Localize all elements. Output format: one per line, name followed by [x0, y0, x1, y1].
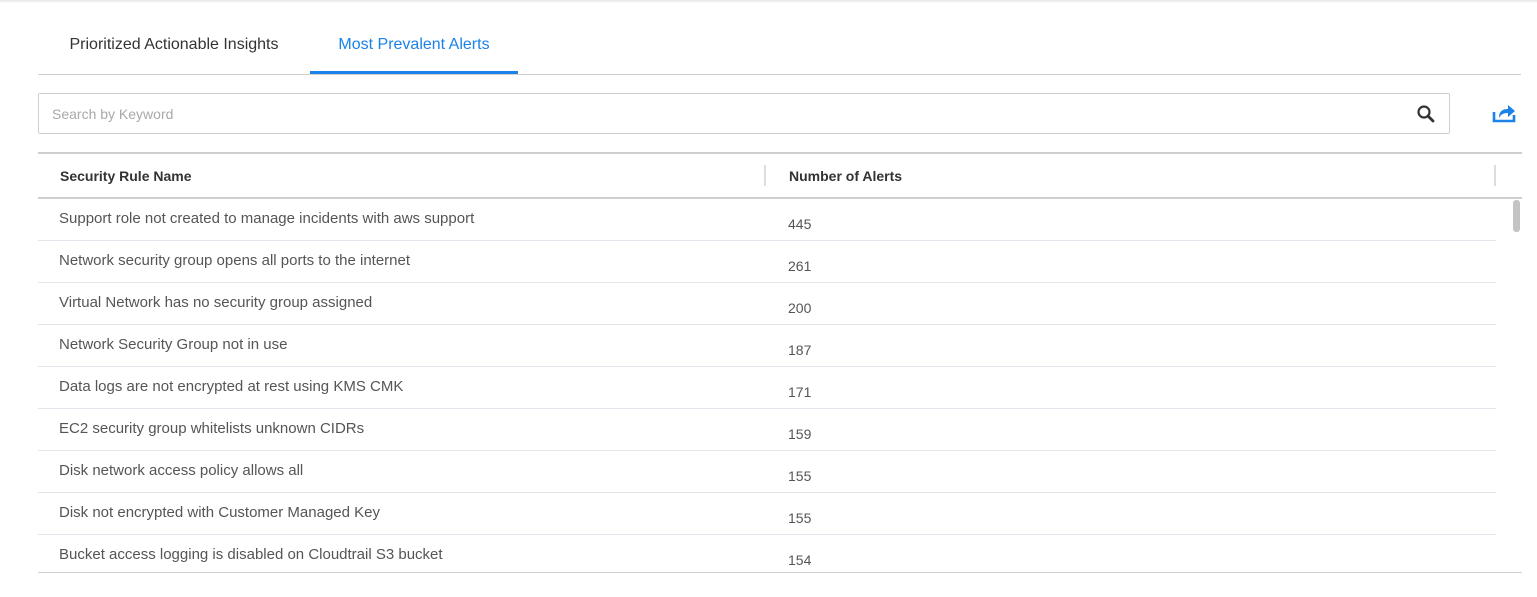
- rule-name-cell: Virtual Network has no security group as…: [59, 294, 373, 311]
- alert-count-cell: 154: [788, 552, 812, 568]
- alerts-table: Security Rule Name Number of Alerts Supp…: [38, 152, 1522, 573]
- rule-name-cell: Data logs are not encrypted at rest usin…: [59, 378, 404, 395]
- table-row[interactable]: Data logs are not encrypted at rest usin…: [38, 367, 1496, 409]
- table-row[interactable]: Virtual Network has no security group as…: [38, 283, 1496, 325]
- table-body: Support role not created to manage incid…: [38, 199, 1522, 572]
- search-box: [38, 93, 1450, 134]
- tab-prioritized-actionable-insights[interactable]: Prioritized Actionable Insights: [69, 36, 279, 53]
- table-row[interactable]: Bucket access logging is disabled on Clo…: [38, 535, 1496, 572]
- table-row[interactable]: Support role not created to manage incid…: [38, 199, 1496, 241]
- tab-bar: Prioritized Actionable Insights Most Pre…: [38, 24, 1521, 75]
- table-row[interactable]: Disk not encrypted with Customer Managed…: [38, 493, 1496, 535]
- table-row[interactable]: Network Security Group not in use 187: [38, 325, 1496, 367]
- tab-most-prevalent-alerts[interactable]: Most Prevalent Alerts: [310, 24, 518, 74]
- table-row[interactable]: Disk network access policy allows all 155: [38, 451, 1496, 493]
- table-row[interactable]: EC2 security group whitelists unknown CI…: [38, 409, 1496, 451]
- alert-count-cell: 187: [788, 342, 812, 358]
- rule-name-cell: Bucket access logging is disabled on Clo…: [59, 546, 443, 563]
- rule-name-cell: EC2 security group whitelists unknown CI…: [59, 420, 365, 437]
- search-icon[interactable]: [1415, 103, 1437, 125]
- rule-name-cell: Network Security Group not in use: [59, 336, 288, 353]
- alert-count-cell: 261: [788, 258, 812, 274]
- alert-count-cell: 155: [788, 510, 812, 526]
- alert-count-cell: 200: [788, 300, 812, 316]
- column-resize-handle[interactable]: [1494, 165, 1496, 186]
- rule-name-cell: Disk not encrypted with Customer Managed…: [59, 504, 380, 521]
- alert-count-cell: 445: [788, 216, 812, 232]
- rule-name-cell: Network security group opens all ports t…: [59, 252, 411, 269]
- table-header: Security Rule Name Number of Alerts: [38, 154, 1522, 199]
- column-header-number-of-alerts[interactable]: Number of Alerts: [789, 168, 903, 184]
- alert-count-cell: 155: [788, 468, 812, 484]
- table-row[interactable]: Network security group opens all ports t…: [38, 241, 1496, 283]
- top-shadow: [0, 0, 1537, 3]
- scrollbar[interactable]: [1513, 200, 1520, 232]
- column-resize-handle[interactable]: [764, 165, 766, 186]
- alert-count-cell: 159: [788, 426, 812, 442]
- alert-count-cell: 171: [788, 384, 812, 400]
- share-export-icon[interactable]: [1491, 100, 1517, 126]
- column-header-rule-name[interactable]: Security Rule Name: [60, 168, 192, 184]
- rule-name-cell: Disk network access policy allows all: [59, 462, 304, 479]
- rule-name-cell: Support role not created to manage incid…: [59, 210, 475, 227]
- search-input[interactable]: [39, 94, 1379, 133]
